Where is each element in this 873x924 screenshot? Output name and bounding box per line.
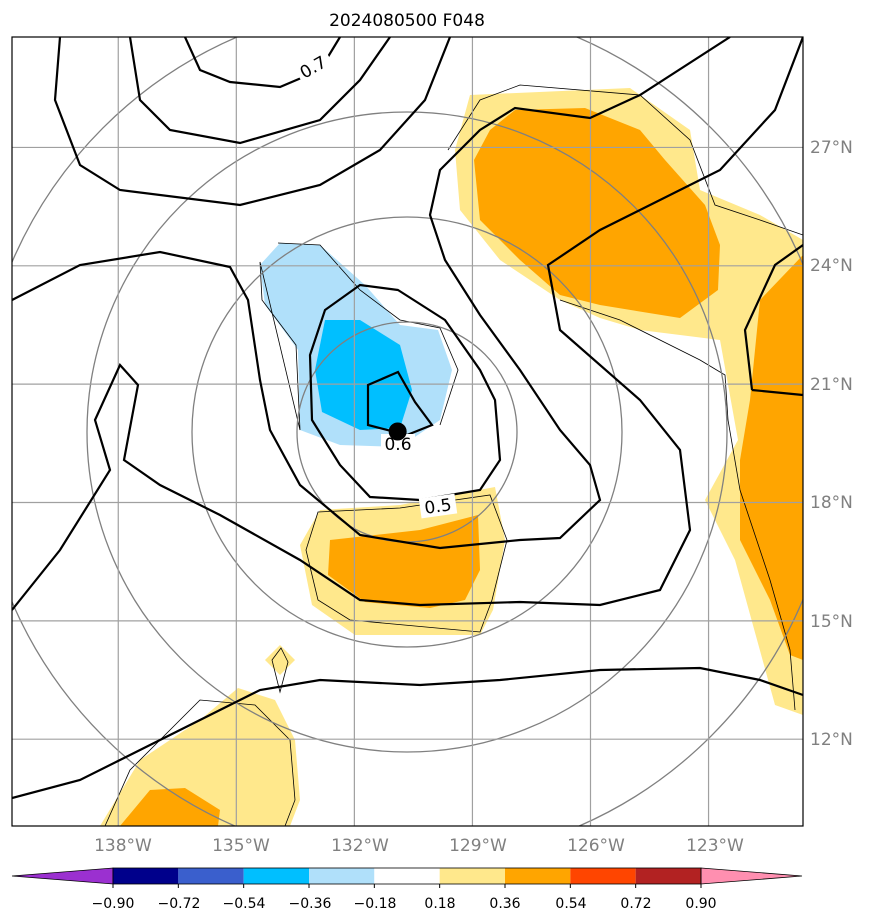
shaded-fields <box>100 88 803 826</box>
colorbar-extend-high <box>700 867 803 885</box>
colorbar-segment <box>243 868 309 884</box>
shade-yellow-dot <box>265 645 295 675</box>
shade-deepblue <box>315 320 412 430</box>
colorbar-tick-label: 0.54 <box>555 896 586 912</box>
colorbar-segment <box>113 868 179 884</box>
outline-dot <box>271 647 289 694</box>
colorbar-tick-label: −0.36 <box>289 896 332 912</box>
range-ring-2 <box>191 216 623 648</box>
colorbar-tick-label: −0.90 <box>92 896 135 912</box>
colorbar-extend-low <box>11 867 114 885</box>
contour-label-06: 0.6 <box>384 435 411 455</box>
colorbar-tick-labels: −0.90 −0.72 −0.54 −0.36 −0.18 0.18 0.36 … <box>92 896 717 912</box>
lon-tick-label: 132°W <box>331 836 389 856</box>
shade-orange-south <box>328 515 480 608</box>
colorbar-segment <box>439 868 505 884</box>
outline-sw <box>104 699 296 826</box>
storm-center-marker <box>388 422 407 441</box>
colorbar-frame <box>112 867 702 885</box>
lon-tick-label: 126°W <box>567 836 625 856</box>
gridlines <box>12 37 803 826</box>
shade-orange-sw <box>120 788 220 826</box>
contour-02-east <box>743 244 803 397</box>
contour-05 <box>308 283 502 502</box>
lat-tick-label: 12°N <box>810 730 853 750</box>
lon-tick-label: 135°W <box>212 836 270 856</box>
lon-tick-label: 123°W <box>686 836 744 856</box>
map-frame <box>11 36 804 827</box>
range-ring-3 <box>86 111 728 753</box>
chart-title: 2024080500 F048 <box>329 11 485 31</box>
shade-orange-east <box>740 255 803 660</box>
lat-tick-label: 21°N <box>810 375 853 395</box>
contour-label-06-bg <box>381 434 415 454</box>
contour-label-05-bg <box>418 493 458 519</box>
contour-07-mid <box>128 37 391 145</box>
colorbar-segment <box>570 868 636 884</box>
contour-07-outer <box>53 37 452 207</box>
lon-tick-labels: 138°W 135°W 132°W 129°W 126°W 123°W <box>94 836 744 856</box>
colorbar-segment <box>178 868 244 884</box>
lat-tick-label: 24°N <box>810 256 853 276</box>
colorbar-tick-label: 0.72 <box>620 896 651 912</box>
contour-label-05: 0.5 <box>423 495 453 519</box>
contour-label-07-bg <box>293 49 334 84</box>
map-area: 0.7 0.6 0.5 <box>12 37 803 826</box>
colorbar-segment <box>309 868 375 884</box>
lat-tick-label: 18°N <box>810 493 853 513</box>
contour-04 <box>12 37 731 550</box>
shade-outlines <box>104 84 803 826</box>
colorbar-tick-label: −0.72 <box>158 896 201 912</box>
colorbar-tick-label: −0.54 <box>223 896 266 912</box>
colorbar-tick-label: 0.36 <box>489 896 520 912</box>
outline-center <box>259 242 459 431</box>
colorbar-segment <box>635 868 701 884</box>
lon-tick-label: 138°W <box>94 836 152 856</box>
colorbar-tick-label: 0.18 <box>424 896 455 912</box>
lat-tick-labels: 12°N 15°N 18°N 21°N 24°N 27°N <box>810 138 853 750</box>
contour-06-closed <box>366 370 434 437</box>
colorbar-tick-label: −0.18 <box>354 896 397 912</box>
lat-tick-label: 27°N <box>810 138 853 158</box>
lat-tick-label: 15°N <box>810 612 853 632</box>
contour-03 <box>12 37 803 611</box>
colorbar-tick-label: 0.90 <box>685 896 716 912</box>
outline-ne <box>447 84 803 711</box>
colorbar-segment <box>505 868 571 884</box>
contour-01 <box>12 666 803 800</box>
colorbar-segment <box>374 868 440 884</box>
colorbar <box>11 867 803 888</box>
lon-tick-label: 129°W <box>449 836 507 856</box>
